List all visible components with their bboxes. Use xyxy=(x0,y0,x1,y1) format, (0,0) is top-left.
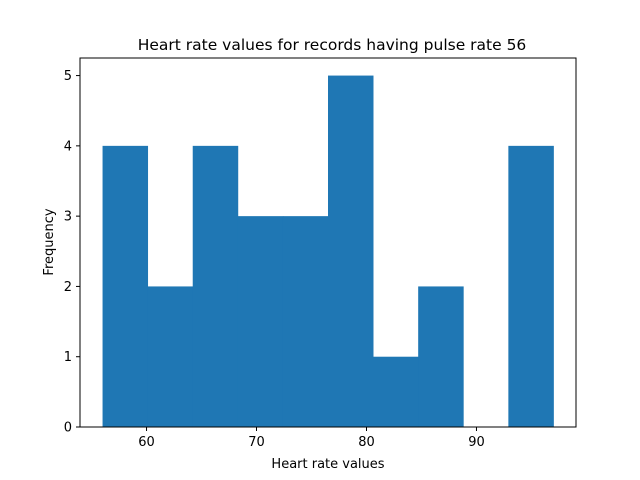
histogram-bar xyxy=(373,356,419,427)
y-tick-label: 4 xyxy=(64,139,72,154)
y-tick-label: 1 xyxy=(64,350,72,365)
x-tick-label: 90 xyxy=(468,435,485,450)
x-tick-label: 60 xyxy=(138,435,155,450)
bars-group xyxy=(102,75,554,428)
histogram-bar xyxy=(282,216,329,427)
x-tick-label: 70 xyxy=(248,435,265,450)
histogram-bar xyxy=(147,286,194,427)
y-tick-label: 2 xyxy=(64,280,72,295)
y-axis-ticks: 0 1 2 3 4 5 xyxy=(64,69,80,436)
x-tick-label: 80 xyxy=(358,435,375,450)
x-axis-ticks: 60 70 80 90 xyxy=(138,427,485,450)
histogram-bar xyxy=(102,145,149,428)
histogram-bar xyxy=(237,216,284,427)
x-axis-label: Heart rate values xyxy=(271,457,384,472)
y-tick-label: 5 xyxy=(64,69,72,84)
histogram-bar xyxy=(328,75,374,427)
histogram-bar xyxy=(508,145,554,428)
chart-title: Heart rate values for records having pul… xyxy=(138,36,527,54)
y-axis-label: Frequency xyxy=(42,208,57,275)
y-tick-label: 0 xyxy=(64,421,72,436)
histogram-bar xyxy=(418,286,464,427)
histogram-bar xyxy=(192,145,239,428)
y-tick-label: 3 xyxy=(64,210,72,225)
plot-frame xyxy=(79,57,577,428)
